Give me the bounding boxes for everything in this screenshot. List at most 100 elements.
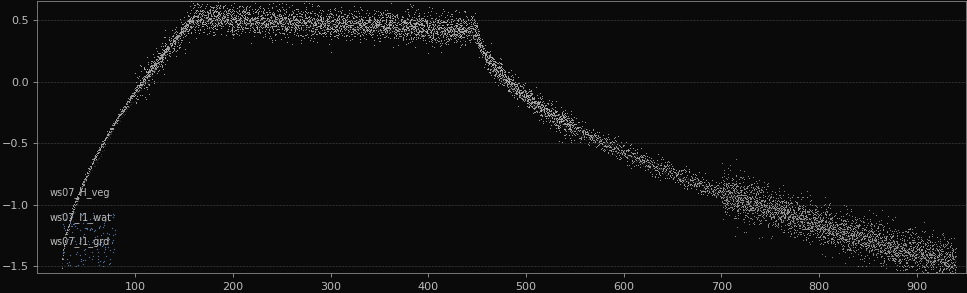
Point	[904, 253, 920, 257]
Point	[763, 213, 778, 217]
Point	[739, 197, 754, 202]
Point	[537, 106, 552, 110]
Point	[261, 17, 277, 21]
Point	[913, 260, 928, 265]
Point	[821, 203, 836, 207]
Point	[319, 25, 335, 30]
Point	[423, 33, 438, 38]
Point	[795, 207, 810, 212]
Point	[858, 244, 873, 248]
Point	[264, 16, 279, 21]
Point	[827, 229, 842, 234]
Point	[120, 104, 135, 109]
Point	[743, 203, 758, 208]
Point	[368, 19, 384, 24]
Point	[233, 25, 249, 30]
Point	[914, 248, 929, 252]
Point	[346, 27, 362, 32]
Point	[911, 247, 926, 252]
Point	[804, 225, 819, 230]
Point	[74, 234, 90, 239]
Point	[426, 30, 442, 35]
Point	[420, 27, 435, 32]
Point	[878, 250, 894, 255]
Point	[484, 67, 499, 71]
Point	[583, 135, 599, 140]
Point	[741, 200, 756, 204]
Point	[77, 246, 93, 251]
Point	[864, 231, 880, 236]
Point	[540, 105, 555, 110]
Point	[553, 116, 569, 120]
Point	[811, 230, 827, 235]
Point	[79, 220, 95, 225]
Point	[676, 182, 691, 186]
Point	[538, 116, 553, 121]
Point	[831, 233, 846, 238]
Point	[457, 20, 473, 25]
Point	[569, 129, 584, 133]
Point	[337, 19, 352, 24]
Point	[482, 53, 497, 58]
Point	[822, 224, 837, 229]
Point	[534, 104, 549, 109]
Point	[639, 157, 655, 162]
Point	[475, 46, 490, 51]
Point	[217, 9, 232, 14]
Point	[498, 80, 513, 85]
Point	[768, 224, 783, 229]
Point	[606, 145, 622, 150]
Point	[896, 245, 912, 250]
Point	[628, 155, 643, 159]
Point	[889, 244, 904, 248]
Point	[158, 52, 173, 57]
Point	[426, 16, 442, 21]
Point	[835, 221, 850, 226]
Point	[656, 169, 671, 174]
Point	[304, 30, 319, 34]
Point	[70, 194, 85, 199]
Point	[350, 28, 366, 33]
Point	[862, 217, 877, 221]
Point	[225, 11, 241, 16]
Point	[532, 99, 547, 104]
Point	[273, 13, 288, 18]
Point	[208, 31, 223, 36]
Point	[773, 195, 788, 200]
Point	[272, 16, 287, 21]
Point	[488, 69, 504, 74]
Point	[185, 17, 200, 21]
Point	[125, 91, 140, 95]
Point	[445, 22, 460, 27]
Point	[693, 180, 709, 185]
Point	[274, 13, 289, 18]
Point	[142, 65, 158, 70]
Point	[521, 105, 537, 110]
Point	[839, 226, 855, 231]
Point	[176, 15, 191, 20]
Point	[809, 229, 825, 233]
Point	[218, 18, 233, 23]
Point	[731, 193, 747, 198]
Point	[183, 25, 198, 30]
Point	[248, 16, 263, 21]
Point	[834, 232, 849, 237]
Point	[308, 22, 324, 26]
Point	[885, 245, 900, 250]
Point	[548, 129, 564, 134]
Point	[303, 24, 318, 29]
Point	[847, 231, 863, 236]
Point	[414, 17, 429, 21]
Point	[131, 83, 146, 88]
Point	[507, 91, 522, 95]
Point	[801, 209, 816, 214]
Point	[408, 26, 424, 31]
Point	[838, 235, 854, 239]
Point	[768, 223, 783, 228]
Point	[938, 258, 953, 263]
Point	[275, 18, 290, 22]
Point	[721, 194, 737, 199]
Point	[931, 254, 947, 258]
Point	[368, 27, 384, 32]
Point	[888, 251, 903, 255]
